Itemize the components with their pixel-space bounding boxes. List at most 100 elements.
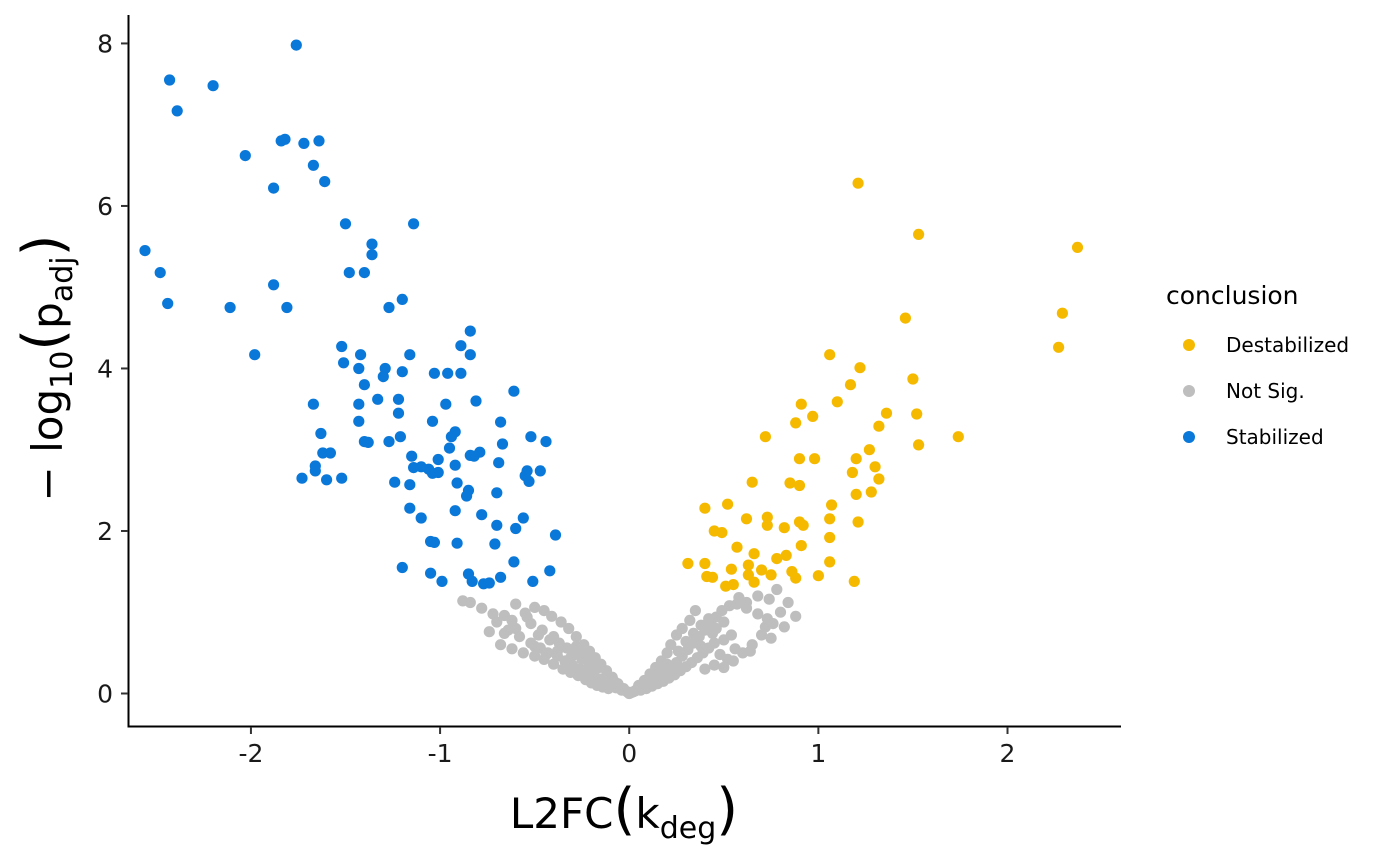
data-points [139,39,1084,700]
point-stabilized [353,398,365,410]
point-destabilized [952,431,964,443]
point-stabilized [307,159,319,171]
point-stabilized [315,427,327,440]
point-not-sig [578,647,590,659]
point-destabilized [716,527,728,539]
x-axis-title: L2FC(kdeg) [510,777,738,846]
point-destabilized [725,563,738,575]
x-axis-title-main: L2FC [510,789,614,838]
point-not-sig [708,659,720,671]
point-stabilized [464,349,476,361]
point-not-sig [778,621,790,633]
point-destabilized [759,431,772,443]
point-stabilized [415,512,427,524]
point-stabilized [353,362,365,375]
point-stabilized [383,301,395,314]
point-destabilized [824,556,836,568]
point-not-sig [565,652,577,664]
point-not-sig [661,658,673,670]
point-destabilized [699,502,711,514]
point-not-sig [498,627,510,640]
point-not-sig [495,639,507,651]
legend-title: conclusion [1166,281,1299,310]
point-destabilized [784,477,796,489]
point-stabilized [389,476,401,488]
point-stabilized [268,279,280,291]
point-stabilized [396,561,408,574]
point-not-sig [600,670,613,682]
point-destabilized [831,396,843,408]
x-tick-label: 2 [1000,739,1016,768]
point-stabilized [224,301,236,314]
point-stabilized [377,371,389,383]
point-destabilized [795,398,807,410]
point-not-sig [491,616,503,628]
point-stabilized [451,477,463,489]
point-stabilized [358,379,370,391]
point-stabilized [362,436,374,448]
point-not-sig [708,637,720,649]
point-stabilized [440,398,452,410]
point-stabilized [470,395,482,407]
point-not-sig [752,608,764,620]
point-destabilized [824,531,836,544]
point-not-sig [699,663,711,675]
point-stabilized [355,349,367,361]
point-stabilized [449,459,461,471]
point-stabilized [404,502,416,514]
point-not-sig [718,661,730,674]
x-axis-title-sub: deg [660,811,717,846]
point-not-sig [646,672,658,684]
point-stabilized [464,325,476,337]
point-not-sig [585,653,598,666]
point-not-sig [661,647,673,659]
point-not-sig [593,661,605,674]
point-not-sig [695,619,707,631]
point-not-sig [570,631,582,643]
point-destabilized [854,362,866,374]
point-stabilized [491,487,503,499]
point-stabilized [353,415,365,427]
point-destabilized [778,522,790,534]
point-stabilized [508,385,520,397]
point-not-sig [790,610,802,622]
point-not-sig [614,681,626,693]
point-stabilized [366,238,378,250]
point-stabilized [443,442,456,454]
point-destabilized [911,408,923,420]
point-destabilized [761,511,773,523]
point-stabilized [339,218,352,230]
point-stabilized [525,431,537,443]
point-stabilized [527,575,539,588]
point-destabilized [748,576,760,588]
point-stabilized [394,431,406,443]
point-destabilized [869,461,881,473]
point-stabilized [239,150,251,162]
point-not-sig [483,626,495,638]
point-not-sig [506,614,518,627]
point-stabilized [392,393,405,405]
y-tick-label: 8 [97,29,113,58]
point-destabilized [795,540,807,552]
point-destabilized [899,312,912,324]
point-stabilized [162,297,174,310]
point-not-sig [551,645,564,657]
y-axis-ticks: 0 2 4 6 8 [97,29,128,708]
point-stabilized [496,438,509,450]
point-not-sig [684,614,696,627]
point-destabilized [756,564,768,576]
point-stabilized [451,537,463,549]
point-stabilized [449,505,461,517]
point-stabilized [540,436,552,448]
point-stabilized [476,509,488,521]
point-not-sig [510,598,522,610]
point-destabilized [797,519,809,531]
point-not-sig [727,655,739,667]
point-not-sig [771,583,783,596]
legend-key [1183,431,1195,443]
point-stabilized [321,474,333,486]
point-not-sig [464,596,476,609]
point-destabilized [699,557,711,570]
